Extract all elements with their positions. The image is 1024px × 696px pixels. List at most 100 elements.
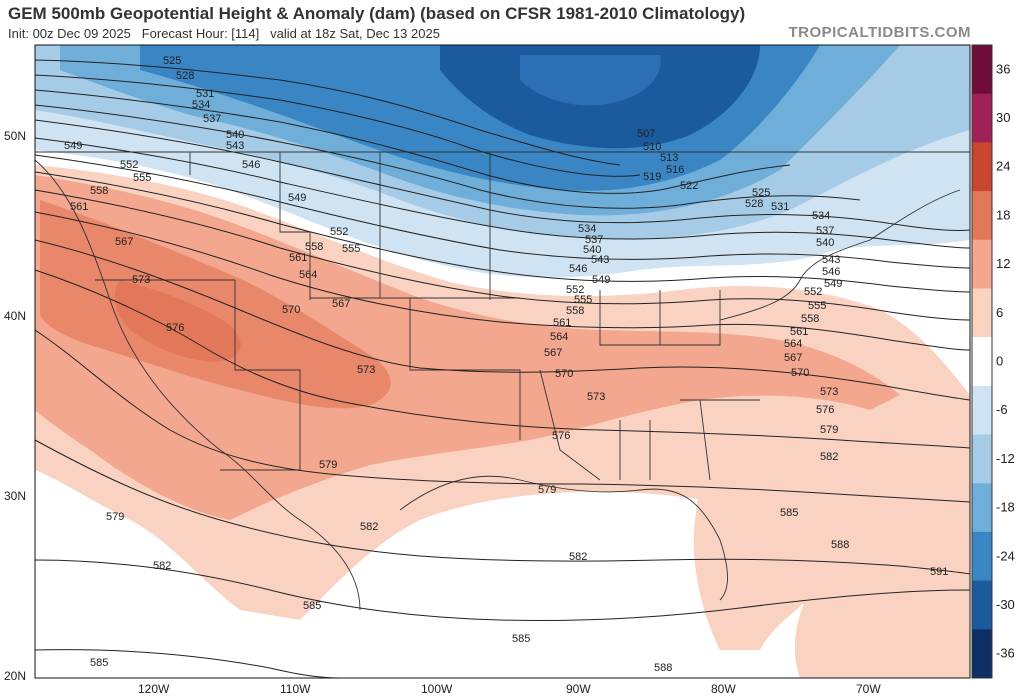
lon-label: 80W [711,682,736,696]
contour-label: 543 [226,140,244,152]
contour-label: 534 [578,223,596,235]
colorbar-tick-label: -30 [996,597,1015,612]
contour-label: 549 [288,192,306,204]
contour-label: 537 [816,225,834,237]
contour-label: 537 [203,113,221,125]
longitude-labels: 120W 110W 100W 90W 80W 70W [138,682,881,696]
contour-label: 561 [289,252,307,264]
colorbar-swatch [972,385,992,436]
colorbar-swatch [972,337,992,387]
contour-label: 582 [569,551,587,563]
contour-label: 573 [357,364,375,376]
colorbar-tick-label: -18 [996,500,1015,515]
contour-label: 573 [820,386,838,398]
colorbar-tick-label: 18 [996,207,1010,222]
contour-label: 531 [771,201,789,213]
lat-label: 30N [4,489,26,503]
height-contours [34,59,971,679]
contour-labels: 525 528 531 534 537 540 543 546 549 552 … [64,55,948,674]
colorbar-swatch [972,629,992,679]
contour-label: 522 [680,180,698,192]
contour-label: 546 [569,263,587,275]
colorbar-swatch [972,434,992,484]
contour-label: 582 [820,451,838,463]
contour-label: 525 [752,187,770,199]
colorbar-swatch [972,239,992,289]
contour-label: 552 [330,226,348,238]
contour-label: 570 [282,304,300,316]
contour-label: 555 [574,294,592,306]
contour-label: 537 [585,234,603,246]
contour-label: 507 [637,128,655,140]
contour-label: 585 [780,507,798,519]
contour-label: 525 [163,55,181,67]
contour-label: 591 [930,566,948,578]
brand-logo-text: TROPICALTIDBITS.COM [788,24,971,41]
contour-label: 546 [822,266,840,278]
contour-label: 534 [192,99,210,111]
contour-label: 552 [804,286,822,298]
contour-label: 540 [226,129,244,141]
contour-label: 552 [120,159,138,171]
lon-label: 110W [280,682,311,696]
contour-label: 558 [305,241,323,253]
run-info: Init: 00z Dec 09 2025 Forecast Hour: [11… [8,26,440,41]
contour-label: 531 [196,88,214,100]
contour-label: 543 [822,254,840,266]
contour-label: 555 [342,243,360,255]
contour-label: 543 [591,254,609,266]
contour-label: 576 [552,430,570,442]
contour-label: 558 [566,305,584,317]
contour-label: 564 [299,269,317,281]
lat-label: 40N [4,309,26,323]
contour-label: 549 [64,140,82,152]
contour-label: 576 [816,404,834,416]
contour-label: 555 [808,300,826,312]
contour-label: 540 [583,244,601,256]
anomaly-shading [35,45,970,678]
contour-label: 567 [784,352,802,364]
contour-label: 519 [643,171,661,183]
colorbar-swatch [972,483,992,533]
colorbar: 36 30 24 18 12 6 0 -6 -12 -18 -24 -30 -36 [971,44,1015,679]
contour-label: 561 [553,317,571,329]
contour-label: 528 [745,198,763,210]
lon-label: 120W [138,682,170,696]
contour-label: 585 [512,633,530,645]
map-frame [34,44,971,679]
contour-label: 558 [801,313,819,325]
lon-label: 90W [566,682,591,696]
contour-label: 573 [132,274,150,286]
contour-label: 573 [587,391,605,403]
contour-label: 582 [360,521,378,533]
latitude-labels: 50N 40N 30N 20N [4,129,26,683]
contour-label: 588 [654,662,672,674]
contour-label: 567 [544,347,562,359]
contour-label: 549 [592,274,610,286]
contour-label: 579 [538,484,556,496]
colorbar-tick-label: 0 [996,354,1003,369]
contour-label: 561 [790,326,808,338]
colorbar-tick-label: -6 [996,402,1008,417]
contour-label: 579 [106,511,124,523]
colorbar-frame [971,44,993,679]
lon-label: 100W [421,682,453,696]
contour-label: 588 [831,539,849,551]
lon-label: 70W [856,682,881,696]
colorbar-tick-label: 30 [996,110,1010,125]
lat-label: 20N [4,669,26,683]
contour-label: 579 [820,424,838,436]
colorbar-swatch [972,142,992,192]
contour-label: 567 [115,236,133,248]
colorbar-swatch [972,45,992,95]
contour-label: 558 [90,185,108,197]
contour-label: 564 [550,331,568,343]
colorbar-tick-label: -24 [996,548,1015,563]
contour-label: 564 [784,338,802,350]
contour-label: 540 [816,237,834,249]
colorbar-tick-label: 36 [996,61,1010,76]
colorbar-swatch [972,191,992,241]
colorbar-swatch [972,580,992,630]
contour-label: 528 [176,70,194,82]
